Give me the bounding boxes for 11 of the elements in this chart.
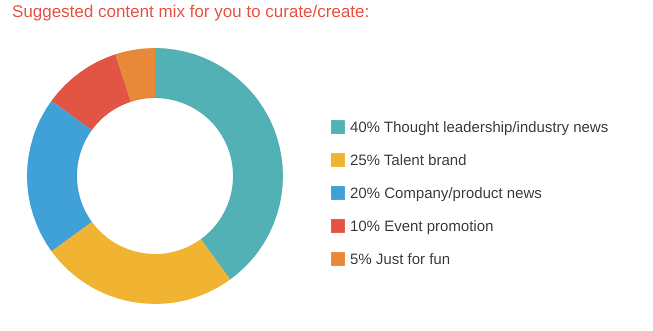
donut-slice (27, 100, 92, 252)
chart-title: Suggested content mix for you to curate/create: (12, 2, 370, 21)
legend-label: 40% Thought leadership/industry news (350, 119, 608, 136)
donut-slice (51, 222, 230, 304)
donut-slice (51, 54, 131, 130)
donut-slice (115, 48, 155, 102)
legend-label: 5% Just for fun (350, 251, 450, 268)
legend-label: 20% Company/product news (350, 185, 542, 202)
legend-label: 10% Event promotion (350, 218, 494, 235)
donut-slice (155, 48, 283, 280)
legend-label: 25% Talent brand (350, 152, 466, 169)
